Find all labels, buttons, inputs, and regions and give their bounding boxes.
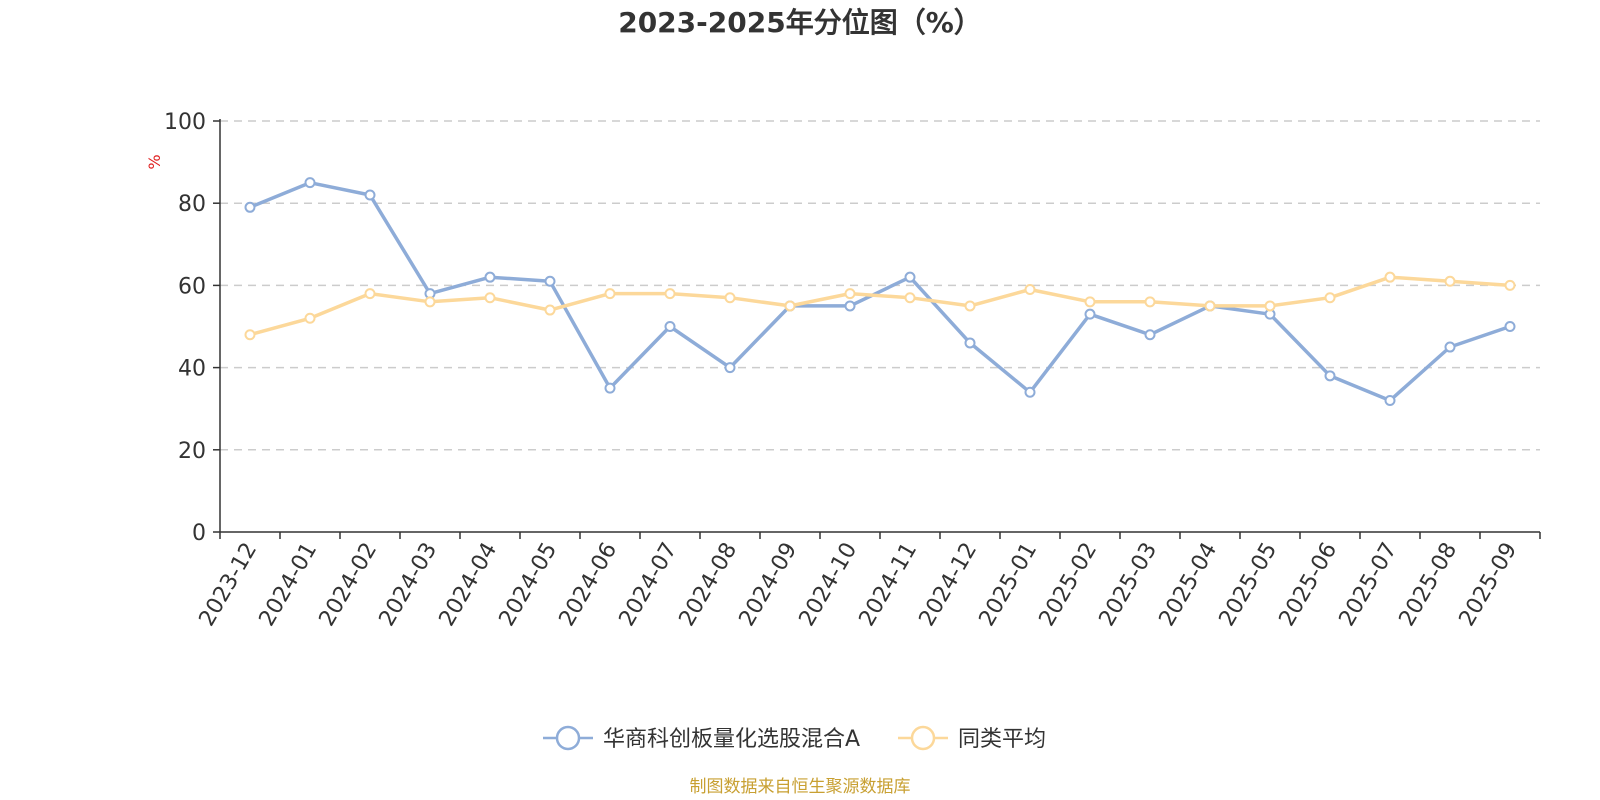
legend-item[interactable]: 同类平均 (898, 725, 1046, 752)
x-tick-label: 2025-02 (1035, 539, 1103, 631)
x-tick-label: 2025-09 (1455, 539, 1523, 631)
series-line (249, 180, 1511, 403)
data-point[interactable] (1084, 296, 1096, 308)
data-point[interactable] (1264, 300, 1276, 312)
x-tick-label: 2024-02 (315, 539, 383, 631)
data-point[interactable] (1324, 370, 1336, 382)
data-point[interactable] (424, 296, 436, 308)
data-point[interactable] (844, 300, 856, 312)
data-point[interactable] (1144, 296, 1156, 308)
x-tick-label: 2024-09 (735, 539, 803, 631)
legend-item[interactable]: 华商科创板量化选股混合A (543, 725, 860, 752)
data-point[interactable] (1204, 300, 1216, 312)
y-tick-label: 100 (164, 110, 206, 135)
data-point[interactable] (544, 275, 556, 287)
series-1 (244, 177, 1516, 406)
data-point[interactable] (244, 201, 256, 213)
data-point[interactable] (484, 292, 496, 304)
x-tick-label: 2025-04 (1155, 539, 1223, 631)
x-tick-label: 2024-03 (375, 539, 443, 631)
data-point[interactable] (304, 177, 316, 189)
data-point[interactable] (724, 292, 736, 304)
x-tick-label: 2024-08 (675, 539, 743, 631)
x-tick-label: 2024-06 (555, 539, 623, 631)
x-tick-label: 2024-05 (495, 539, 563, 631)
x-tick-label: 2024-01 (255, 539, 323, 631)
legend[interactable]: 华商科创板量化选股混合A 同类平均 (543, 725, 1046, 752)
legend-label: 华商科创板量化选股混合A (603, 727, 860, 752)
y-tick-label: 40 (178, 357, 206, 382)
x-tick-label: 2025-01 (975, 539, 1043, 631)
data-point[interactable] (1444, 275, 1456, 287)
data-point[interactable] (364, 288, 376, 300)
data-point[interactable] (1444, 341, 1456, 353)
y-tick-label: 0 (192, 521, 206, 546)
chart-title: 2023-2025年分位图（%） (618, 6, 982, 39)
series-lines (244, 177, 1516, 406)
data-point[interactable] (1384, 271, 1396, 283)
data-point[interactable] (484, 271, 496, 283)
y-tick-label: 60 (178, 274, 206, 299)
grid-lines (220, 120, 1540, 451)
data-point[interactable] (1024, 386, 1036, 398)
data-point[interactable] (784, 300, 796, 312)
legend-marker (555, 725, 581, 751)
y-tick-labels: 0 20 40 60 80 100 (164, 110, 206, 546)
data-point[interactable] (304, 312, 316, 324)
x-tick-labels: 2023-122024-012024-022024-032024-042024-… (195, 539, 1523, 631)
series-2 (244, 271, 1516, 341)
x-tick-label: 2024-10 (795, 539, 863, 631)
x-tick-label: 2025-07 (1335, 539, 1403, 631)
data-point[interactable] (364, 189, 376, 201)
data-point[interactable] (544, 304, 556, 316)
data-point[interactable] (244, 329, 256, 341)
x-tick-label: 2023-12 (195, 539, 263, 631)
data-point[interactable] (1024, 284, 1036, 296)
data-point[interactable] (844, 288, 856, 300)
data-point[interactable] (964, 337, 976, 349)
data-point[interactable] (1384, 394, 1396, 406)
axes (213, 119, 1541, 539)
x-tick-label: 2024-04 (435, 539, 503, 631)
source-note: 制图数据来自恒生聚源数据库 (690, 777, 911, 797)
x-tick-label: 2025-08 (1395, 539, 1463, 631)
x-tick-label: 2025-03 (1095, 539, 1163, 631)
data-point[interactable] (604, 382, 616, 394)
data-point[interactable] (664, 321, 676, 332)
legend-marker (910, 725, 936, 751)
data-point[interactable] (904, 271, 916, 283)
x-tick-label: 2025-05 (1215, 539, 1283, 631)
data-point[interactable] (724, 362, 736, 374)
data-point[interactable] (964, 300, 976, 312)
x-tick-label: 2024-11 (855, 539, 923, 631)
data-point[interactable] (604, 288, 616, 300)
y-tick-label: 20 (178, 439, 206, 464)
data-point[interactable] (664, 288, 676, 300)
data-point[interactable] (1084, 308, 1096, 320)
x-tick-label: 2025-06 (1275, 539, 1343, 631)
data-point[interactable] (1144, 329, 1156, 341)
data-point[interactable] (1324, 292, 1336, 304)
y-tick-label: 80 (178, 192, 206, 217)
x-tick-label: 2024-12 (915, 539, 983, 631)
data-point[interactable] (1504, 321, 1516, 332)
data-point[interactable] (1504, 279, 1516, 291)
x-tick-label: 2024-07 (615, 539, 683, 631)
y-axis-unit: % (145, 154, 164, 169)
data-point[interactable] (904, 292, 916, 304)
legend-label: 同类平均 (958, 727, 1046, 752)
series-line (249, 275, 1511, 337)
